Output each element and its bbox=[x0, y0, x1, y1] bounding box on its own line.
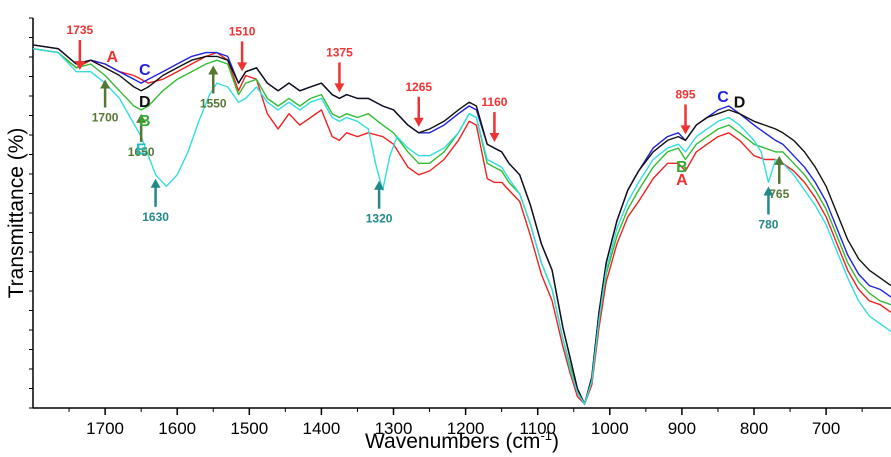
arrow-head bbox=[334, 83, 345, 93]
curve-letter-A: A bbox=[107, 49, 119, 66]
arrow-head bbox=[489, 133, 500, 143]
series-D-line bbox=[32, 44, 891, 405]
peak-annotations: 1735 1510 1375 1265 1160 895 1700 1650 1550 765 16… bbox=[67, 23, 790, 231]
x-tick-label: 700 bbox=[812, 419, 840, 438]
peak-label: 780 bbox=[758, 217, 778, 231]
peak-annotation: 1700 bbox=[92, 79, 119, 124]
peak-label: 1160 bbox=[481, 95, 507, 109]
peak-label: 1550 bbox=[200, 96, 227, 110]
arrow-head bbox=[774, 155, 785, 165]
curve-letter-C: C bbox=[139, 62, 151, 79]
x-tick-label: 1700 bbox=[86, 419, 124, 438]
curve-letter-E: E bbox=[136, 142, 147, 159]
peak-annotation: 1375 bbox=[326, 45, 353, 93]
arrow-head bbox=[374, 180, 385, 190]
peak-annotation: 1160 bbox=[481, 95, 508, 143]
x-tick-label: 1000 bbox=[591, 419, 629, 438]
series-B-line bbox=[32, 48, 891, 405]
arrow-head bbox=[413, 117, 424, 127]
x-tick-label: 1100 bbox=[519, 419, 556, 438]
peak-annotation: 1510 bbox=[229, 24, 256, 72]
peak-annotation: 1650 bbox=[128, 113, 155, 159]
peak-annotation: 1550 bbox=[200, 65, 227, 110]
arrow-head bbox=[150, 178, 161, 188]
curve-letter-B: B bbox=[139, 113, 151, 130]
x-tick-label: 900 bbox=[668, 419, 696, 438]
peak-annotation: 895 bbox=[675, 87, 696, 135]
peak-label: 1700 bbox=[92, 110, 119, 124]
series-E-line bbox=[32, 48, 891, 405]
peak-annotation: 1320 bbox=[366, 180, 393, 226]
x-axis-title-superscript: -1 bbox=[540, 428, 552, 443]
curve-letter-A: A bbox=[676, 172, 688, 189]
x-tick-label: 1300 bbox=[375, 419, 413, 438]
peak-label: 765 bbox=[769, 187, 789, 201]
peak-label: 1265 bbox=[405, 80, 432, 94]
peak-label: 1735 bbox=[67, 23, 94, 37]
x-tick-label: 1200 bbox=[447, 419, 485, 438]
peak-label: 1650 bbox=[128, 145, 155, 159]
arrow-head bbox=[237, 62, 248, 72]
y-axis-ticks bbox=[29, 17, 33, 409]
x-axis-ticks: 1700 1600 1500 1400 1300 1200 1100 1000 900 800 70… bbox=[68, 408, 863, 438]
peak-label: 1630 bbox=[142, 210, 169, 224]
peak-label: 1510 bbox=[229, 24, 256, 38]
peak-annotation: 1265 bbox=[405, 80, 432, 127]
x-tick-label: 1400 bbox=[302, 419, 340, 438]
arrow-head bbox=[208, 65, 219, 75]
arrow-head bbox=[680, 125, 691, 135]
y-axis-title: Transmittance (%) bbox=[5, 128, 28, 299]
arrow-head bbox=[136, 113, 147, 123]
peak-annotation: 765 bbox=[769, 155, 790, 201]
peak-label: 895 bbox=[675, 87, 695, 101]
curve-letter-D: D bbox=[139, 94, 151, 111]
peak-label: 1320 bbox=[366, 212, 393, 226]
x-tick-label: 1500 bbox=[230, 419, 268, 438]
arrow-head bbox=[74, 61, 85, 70]
peak-annotation: 1735 bbox=[67, 23, 94, 70]
x-axis-title: Wavenumbers (cm-1) bbox=[365, 428, 559, 453]
x-tick-label: 1600 bbox=[158, 419, 196, 438]
arrow-head bbox=[763, 186, 774, 196]
x-tick-label: 800 bbox=[740, 419, 768, 438]
curve-letter-C: C bbox=[717, 89, 729, 106]
curve-letter-B: B bbox=[676, 159, 688, 176]
arrow-head bbox=[100, 79, 111, 89]
peak-annotation: 1630 bbox=[142, 178, 169, 224]
curve-letter-D: D bbox=[734, 95, 746, 112]
peak-annotation: 780 bbox=[758, 186, 779, 231]
spectra bbox=[32, 44, 891, 405]
peak-label: 1375 bbox=[326, 45, 353, 59]
